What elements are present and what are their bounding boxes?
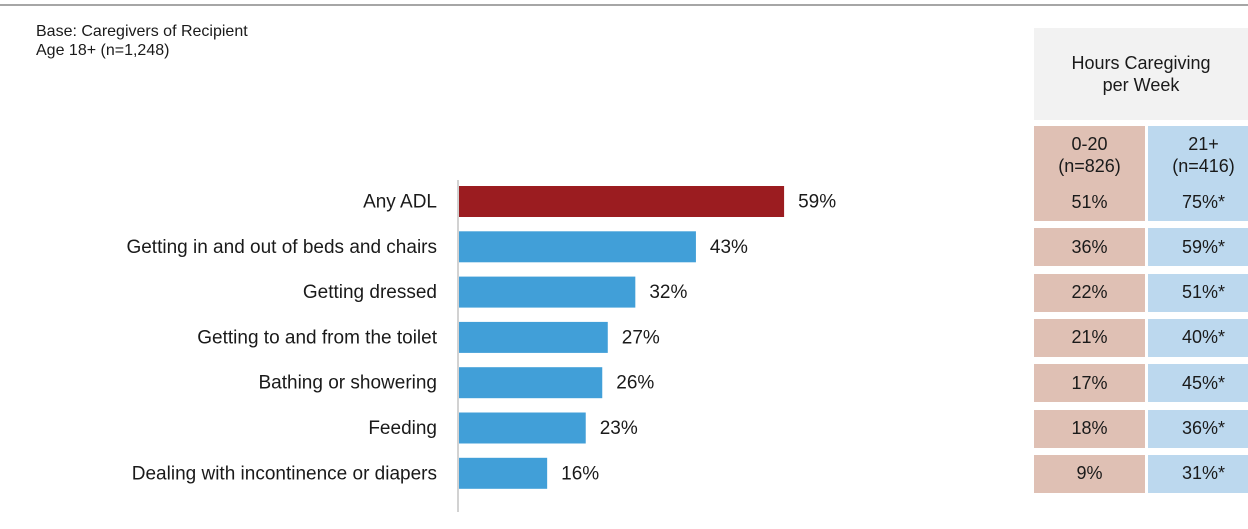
bar-1 bbox=[459, 231, 696, 263]
bar-chart: Any ADL 59% Getting in and out of beds and… bbox=[126, 180, 836, 512]
column-header-0-20: 0-20 (n=826) bbox=[1034, 126, 1145, 184]
cell-0-20-6: 9% bbox=[1034, 454, 1145, 493]
cell-0-20-0: 51% bbox=[1034, 183, 1145, 221]
category-label-6: Dealing with incontinence or diapers bbox=[132, 463, 437, 484]
bar-5 bbox=[459, 412, 586, 444]
data-label-2: 32% bbox=[649, 282, 687, 303]
data-label-4: 26% bbox=[616, 373, 654, 394]
bar-0 bbox=[459, 186, 785, 217]
data-label-5: 23% bbox=[600, 418, 638, 439]
base-note-line2: Age 18+ (n=1,248) bbox=[36, 42, 170, 59]
category-label-4: Bathing or showering bbox=[259, 373, 438, 394]
category-label-3: Getting to and from the toilet bbox=[197, 327, 437, 348]
cell-21-plus-5: 36%* bbox=[1148, 409, 1248, 448]
cell-0-20-5: 18% bbox=[1034, 409, 1145, 448]
cell-21-plus-1: 59%* bbox=[1148, 228, 1248, 267]
bar-2 bbox=[459, 276, 636, 308]
data-label-0: 59% bbox=[798, 192, 836, 213]
cell-0-20-1: 36% bbox=[1034, 228, 1145, 267]
bar-3 bbox=[459, 321, 608, 353]
cell-0-20-2: 22% bbox=[1034, 273, 1145, 312]
cell-21-plus-0: 75%* bbox=[1148, 183, 1248, 221]
data-label-3: 27% bbox=[622, 327, 660, 348]
category-label-5: Feeding bbox=[368, 418, 437, 439]
cell-0-20-4: 17% bbox=[1034, 364, 1145, 403]
base-note: Base: Caregivers of Recipient Age 18+ (n… bbox=[36, 22, 248, 60]
category-label-2: Getting dressed bbox=[303, 282, 437, 303]
cell-21-plus-6: 31%* bbox=[1148, 454, 1248, 493]
column-0-20-label: 0-20 bbox=[1071, 134, 1108, 154]
column-21-plus-label: 21+ bbox=[1188, 134, 1219, 154]
category-label-1: Getting in and out of beds and chairs bbox=[126, 237, 437, 258]
bar-4 bbox=[459, 367, 603, 399]
top-rule bbox=[0, 4, 1248, 6]
hours-caregiving-header: Hours Caregiving per Week bbox=[1034, 28, 1248, 120]
data-label-6: 16% bbox=[561, 463, 599, 484]
cell-21-plus-4: 45%* bbox=[1148, 364, 1248, 403]
column-0-20-n: (n=826) bbox=[1058, 156, 1121, 176]
hours-caregiving-header-text: Hours Caregiving per Week bbox=[1071, 53, 1211, 95]
cell-21-plus-3: 40%* bbox=[1148, 318, 1248, 357]
bar-6 bbox=[459, 457, 548, 489]
cell-0-20-3: 21% bbox=[1034, 318, 1145, 357]
column-21-plus-n: (n=416) bbox=[1172, 156, 1235, 176]
base-note-line1: Base: Caregivers of Recipient bbox=[36, 23, 248, 40]
cell-21-plus-2: 51%* bbox=[1148, 273, 1248, 312]
data-label-1: 43% bbox=[710, 237, 748, 258]
column-header-21-plus: 21+ (n=416) bbox=[1148, 126, 1248, 184]
category-label-0: Any ADL bbox=[363, 192, 437, 213]
